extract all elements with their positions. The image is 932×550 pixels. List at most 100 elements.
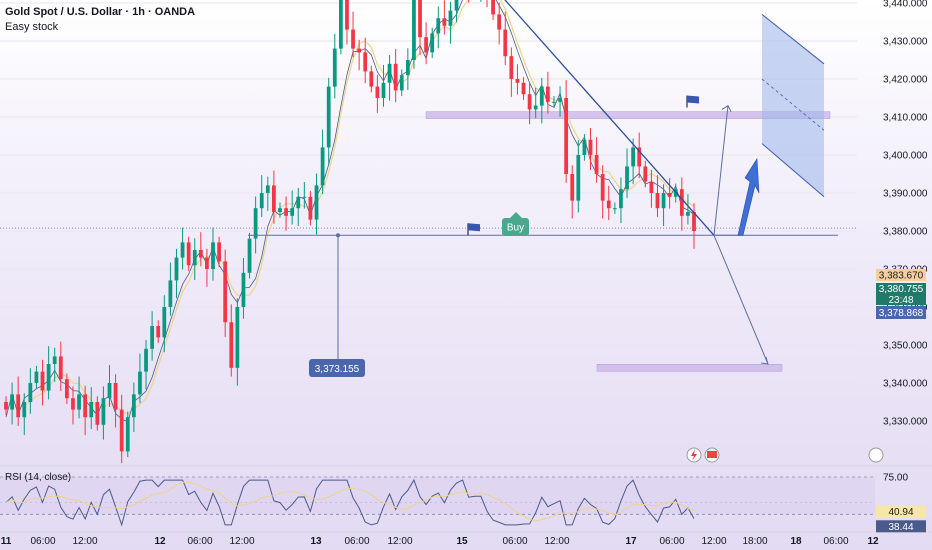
candle-body: [655, 193, 660, 209]
candle-body: [125, 417, 130, 452]
candle-body: [612, 208, 617, 210]
candle-body: [594, 155, 599, 174]
price-badge-last-bg-bg: [876, 283, 926, 305]
candle-body: [89, 402, 94, 418]
x-tick-label: 06:00: [823, 536, 848, 547]
channel-mid-line: [761, 78, 825, 131]
candle-body: [186, 242, 191, 266]
candle-body: [198, 250, 203, 258]
x-tick-label: 18:00: [742, 536, 767, 547]
x-tick-label: 06:00: [30, 536, 55, 547]
candle-body: [272, 185, 276, 212]
candle-body: [412, 0, 416, 61]
x-tick-label: 12: [867, 536, 879, 547]
candle-body: [290, 208, 295, 216]
candle-body: [619, 189, 623, 209]
candle-body: [58, 356, 63, 380]
candle-body: [515, 79, 520, 83]
candle-body: [527, 94, 532, 110]
x-tick-label: 12:00: [544, 536, 569, 547]
y-tick-label: 3,400.000: [883, 151, 928, 162]
candle-body: [16, 394, 21, 418]
candle-body: [168, 280, 173, 307]
candle-body: [205, 257, 209, 269]
candle-body: [192, 250, 197, 266]
candle-body: [211, 242, 215, 269]
candle-body: [156, 326, 161, 338]
candle-body: [46, 364, 51, 391]
candle-body: [229, 322, 234, 368]
price-badge-last: 3,380.755: [879, 284, 924, 295]
rsi-ma-line: [5, 481, 695, 522]
candle-body: [83, 394, 88, 418]
candle-body: [625, 166, 629, 190]
candle-body: [424, 37, 428, 53]
x-tick-label: 06:00: [344, 536, 369, 547]
rsi-label: RSI (14, close): [5, 472, 72, 483]
candle-body: [52, 356, 57, 364]
x-tick-label: 18: [790, 536, 802, 547]
candle-body: [314, 185, 319, 220]
buy-signal-label: Buy: [507, 223, 524, 234]
candle-body: [503, 29, 508, 57]
candle-body: [223, 261, 228, 323]
candle-body: [138, 371, 142, 395]
candle-body: [320, 147, 325, 186]
candle-body: [661, 193, 666, 209]
level-callout-text: 3,373.155: [315, 364, 360, 375]
y-tick-label: 3,350.000: [883, 341, 928, 352]
candle-body: [539, 86, 544, 106]
candle-body: [247, 238, 252, 273]
flag-icon: [468, 223, 480, 232]
level-callout-badge: [309, 359, 365, 377]
candle-body: [405, 60, 410, 76]
candle-body: [393, 63, 398, 91]
candle-body: [345, 0, 349, 30]
x-tick-label: 12:00: [701, 536, 726, 547]
candle-body: [564, 98, 569, 174]
candle-body: [436, 18, 441, 34]
y-tick-label: 3,440.000: [883, 0, 928, 10]
level-anchor-dot: [336, 233, 340, 238]
x-tick-label: 06:00: [502, 536, 527, 547]
candle-body: [399, 75, 404, 91]
candle-body: [162, 307, 167, 338]
candle-body: [491, 0, 495, 15]
candle-body: [28, 383, 33, 402]
rsi-tick-75: 75.00: [883, 473, 908, 484]
candle-body: [375, 86, 380, 98]
candle-body: [570, 174, 575, 201]
candle-body: [284, 208, 288, 216]
candle-body: [259, 193, 264, 209]
candle-body: [552, 101, 556, 103]
candle-body: [71, 398, 75, 410]
candle-body: [497, 14, 502, 30]
flag-icon: [687, 95, 699, 104]
channel-upper-line: [761, 14, 825, 65]
candle-body: [351, 29, 355, 49]
channel-lower-line: [761, 143, 825, 198]
candle-body: [265, 185, 270, 193]
candle-body: [558, 98, 562, 102]
candle-body: [448, 10, 453, 26]
candle-body: [631, 147, 636, 167]
candle-body: [692, 212, 696, 231]
resistance-zone: [596, 364, 783, 372]
rsi-last-badge: 38.44: [888, 522, 913, 533]
x-tick-label: 12:00: [72, 536, 97, 547]
candle-body: [326, 86, 331, 148]
candle-body: [686, 212, 690, 216]
rsi-line: [5, 478, 695, 527]
rsi-value-badge: 40.94: [888, 507, 913, 518]
candle-body: [442, 18, 447, 26]
candle-body: [95, 402, 100, 425]
candle-body: [357, 48, 362, 53]
candle-body: [521, 82, 526, 95]
resistance-zone: [425, 111, 831, 119]
y-tick-label: 3,420.000: [883, 75, 928, 86]
candle-body: [649, 181, 654, 193]
x-tick-label: 12:00: [229, 536, 254, 547]
candle-body: [667, 193, 672, 197]
y-tick-label: 3,340.000: [883, 379, 928, 390]
